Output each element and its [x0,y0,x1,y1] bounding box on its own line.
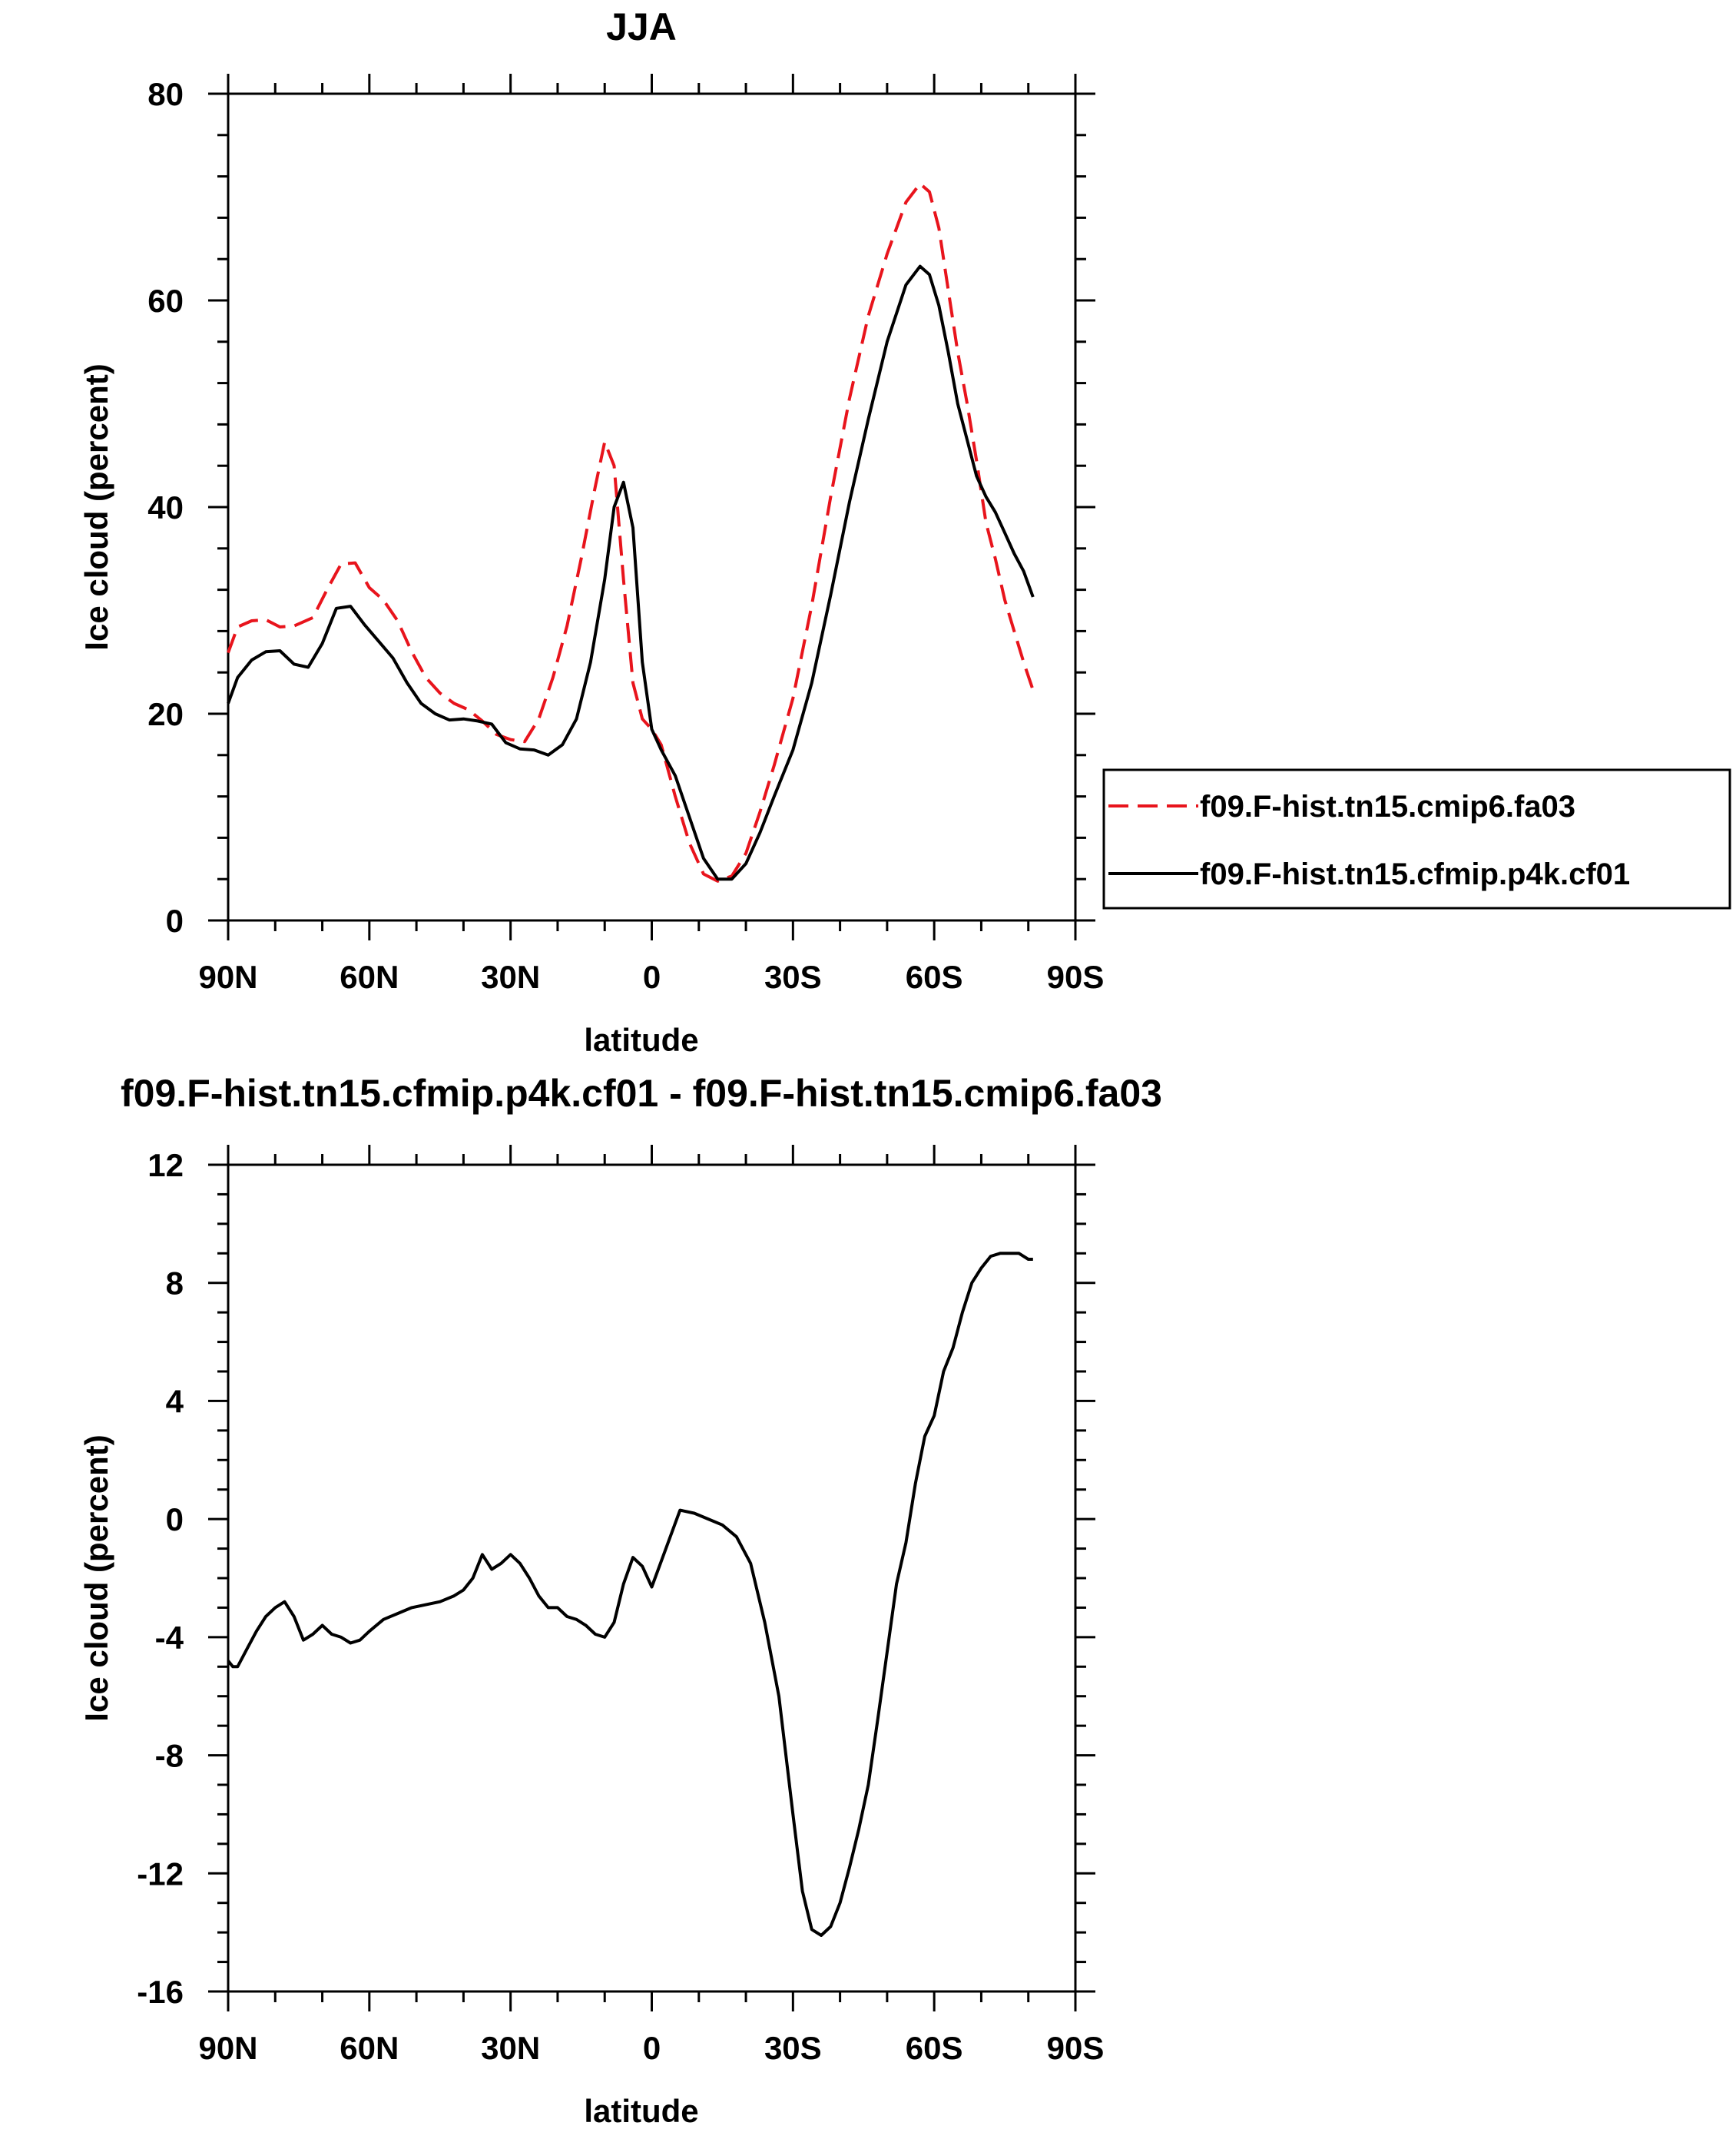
legend-box [1102,768,1731,910]
y-tick-label-3: 60 [147,283,184,319]
bottom-y-axis-label: Ice cloud (percent) [78,1434,114,1721]
series-line-0-1 [227,264,1035,881]
x-tick-label-5: 60S [906,959,963,995]
x-tick-label-6: 90S [1047,2030,1105,2066]
x-tick-label-1: 60N [340,959,399,995]
top-plot-frame [227,92,1077,922]
bottom-title: f09.F-hist.tn15.cfmip.p4k.cf01 - f09.F-h… [121,1072,1162,1115]
x-tick-label-2: 30N [481,959,540,995]
y-tick-label-1: 20 [147,696,184,732]
y-tick-label-5: 4 [166,1383,184,1419]
legend-label-p4k: f09.F-hist.tn15.cfmip.p4k.cf01 [1200,857,1630,891]
bottom-plot-frame [227,1163,1077,1993]
x-tick-label-2: 30N [481,2030,540,2066]
y-tick-label-0: 0 [166,903,184,939]
x-tick-label-0: 90N [198,959,257,995]
top-title: JJA [606,5,677,48]
x-tick-label-4: 30S [764,2030,822,2066]
x-tick-label-3: 0 [643,2030,661,2066]
bottom-x-tick-labels: 90N 60N 30N 0 30S 60S 90S [198,2030,1104,2066]
legend-label-cmip6: f09.F-hist.tn15.cmip6.fa03 [1200,790,1575,824]
bottom-tick-marks [208,1145,1095,2011]
y-tick-label-1: -12 [137,1855,184,1892]
top-y-tick-labels: 0 20 40 60 80 [147,76,184,939]
x-tick-label-0: 90N [198,2030,257,2066]
x-tick-label-3: 0 [643,959,661,995]
top-panel: JJA 0 20 40 60 80 90N 60N 30N 0 30S 60S 90S latitu… [78,5,1731,1058]
bottom-x-axis-label: latitude [584,2093,698,2129]
x-tick-label-1: 60N [340,2030,399,2066]
series-line-0-0 [227,182,1035,883]
top-x-axis-label: latitude [584,1022,698,1058]
y-tick-label-3: -4 [155,1620,184,1656]
y-tick-label-7: 12 [147,1147,184,1183]
top-series-lines [227,182,1035,883]
y-tick-label-2: 40 [147,489,184,526]
y-tick-label-6: 8 [166,1265,184,1302]
legend: f09.F-hist.tn15.cmip6.fa03 f09.F-hist.tn… [1102,768,1731,910]
x-tick-label-4: 30S [764,959,822,995]
top-y-axis-label: Ice cloud (percent) [78,363,114,650]
series-line-1-0 [227,1252,1033,1937]
bottom-series-lines [227,1252,1033,1937]
y-tick-label-2: -8 [155,1738,184,1774]
top-tick-marks [208,74,1095,940]
bottom-y-tick-labels: -16 -12 -8 -4 0 4 8 12 [137,1147,184,2010]
x-tick-label-5: 60S [906,2030,963,2066]
x-tick-label-6: 90S [1047,959,1105,995]
y-tick-label-0: -16 [137,1974,184,2010]
y-tick-label-4: 80 [147,76,184,112]
y-tick-label-4: 0 [166,1501,184,1537]
top-x-tick-labels: 90N 60N 30N 0 30S 60S 90S [198,959,1104,995]
bottom-panel: f09.F-hist.tn15.cfmip.p4k.cf01 - f09.F-h… [78,1072,1162,2129]
